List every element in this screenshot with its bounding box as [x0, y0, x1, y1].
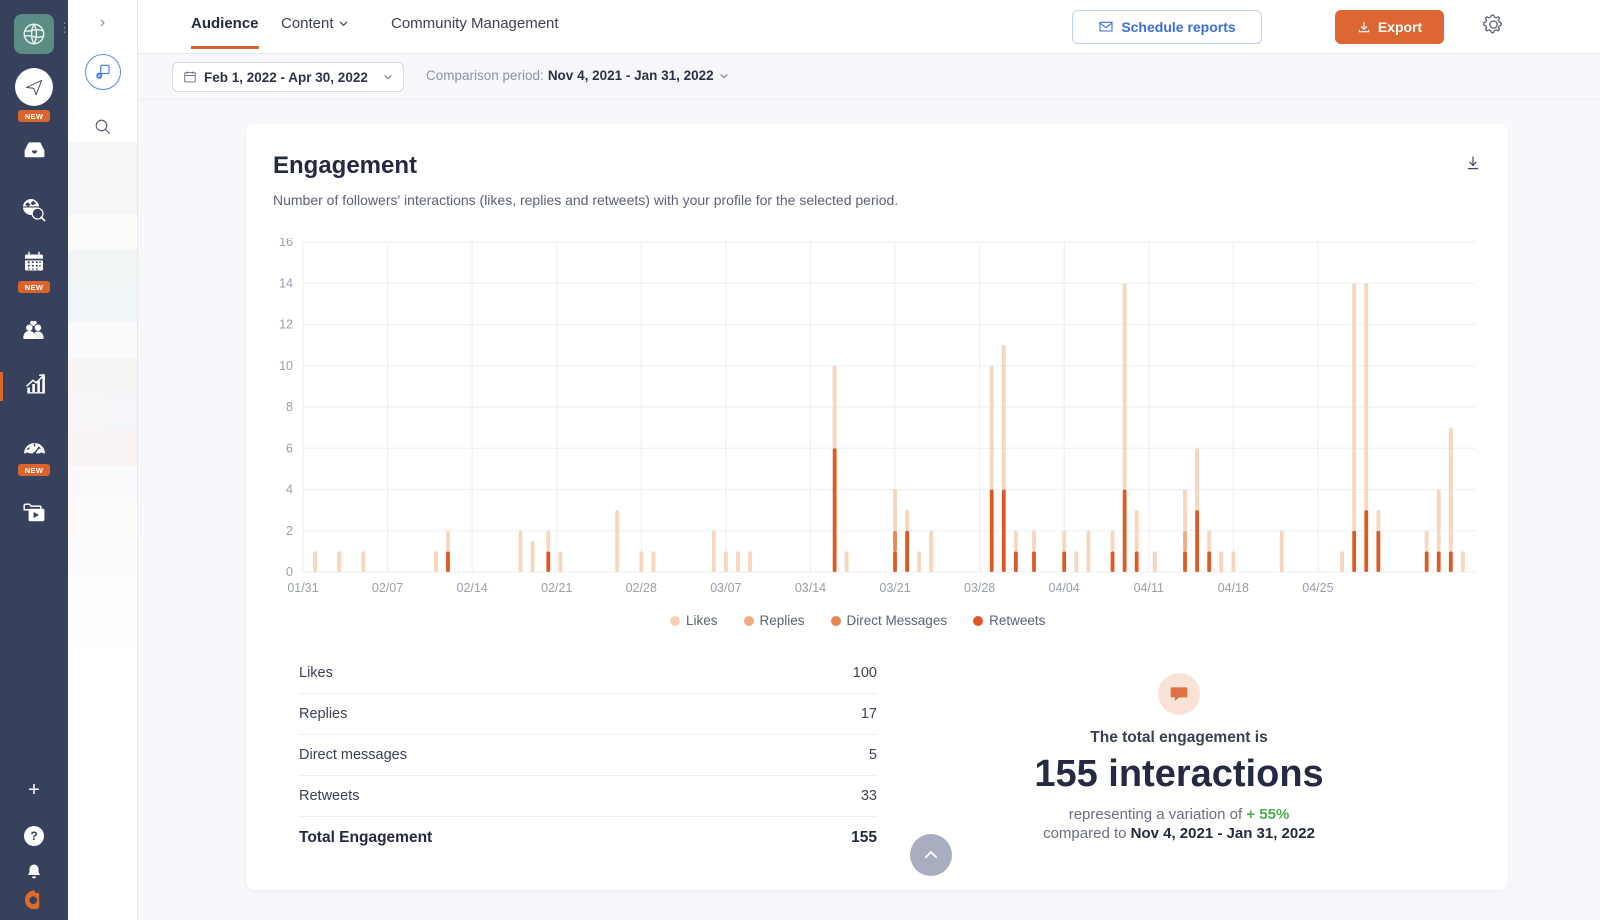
svg-text:03/07: 03/07 — [710, 581, 741, 595]
svg-text:10: 10 — [279, 359, 293, 373]
svg-text:12: 12 — [279, 318, 293, 332]
svg-text:02/28: 02/28 — [626, 581, 657, 595]
svg-text:2: 2 — [286, 524, 293, 538]
svg-text:02/21: 02/21 — [541, 581, 572, 595]
svg-text:03/14: 03/14 — [795, 581, 826, 595]
svg-text:6: 6 — [286, 441, 293, 455]
svg-text:04/11: 04/11 — [1134, 581, 1164, 595]
svg-text:02/07: 02/07 — [372, 581, 403, 595]
svg-text:04/25: 04/25 — [1302, 581, 1333, 595]
svg-text:03/21: 03/21 — [879, 581, 910, 595]
svg-text:03/28: 03/28 — [964, 581, 995, 595]
svg-text:14: 14 — [279, 276, 293, 290]
svg-text:01/31: 01/31 — [287, 581, 318, 595]
svg-text:04/18: 04/18 — [1218, 581, 1249, 595]
svg-text:4: 4 — [286, 483, 293, 497]
svg-text:8: 8 — [286, 400, 293, 414]
svg-text:16: 16 — [279, 238, 293, 249]
svg-text:02/14: 02/14 — [457, 581, 488, 595]
svg-text:0: 0 — [286, 565, 293, 579]
svg-text:04/04: 04/04 — [1049, 581, 1080, 595]
